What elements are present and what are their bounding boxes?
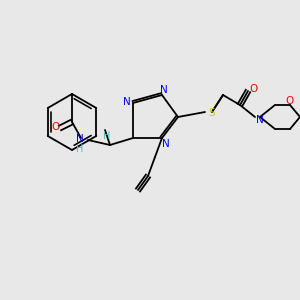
Text: S: S xyxy=(209,108,215,118)
Text: H: H xyxy=(103,131,111,141)
Text: O: O xyxy=(51,122,59,132)
Text: N: N xyxy=(162,139,170,149)
Text: N: N xyxy=(76,134,84,144)
Text: O: O xyxy=(286,96,294,106)
Text: H: H xyxy=(76,144,84,154)
Text: O: O xyxy=(250,84,258,94)
Text: N: N xyxy=(123,97,131,107)
Text: N: N xyxy=(256,115,264,125)
Text: N: N xyxy=(160,85,168,95)
